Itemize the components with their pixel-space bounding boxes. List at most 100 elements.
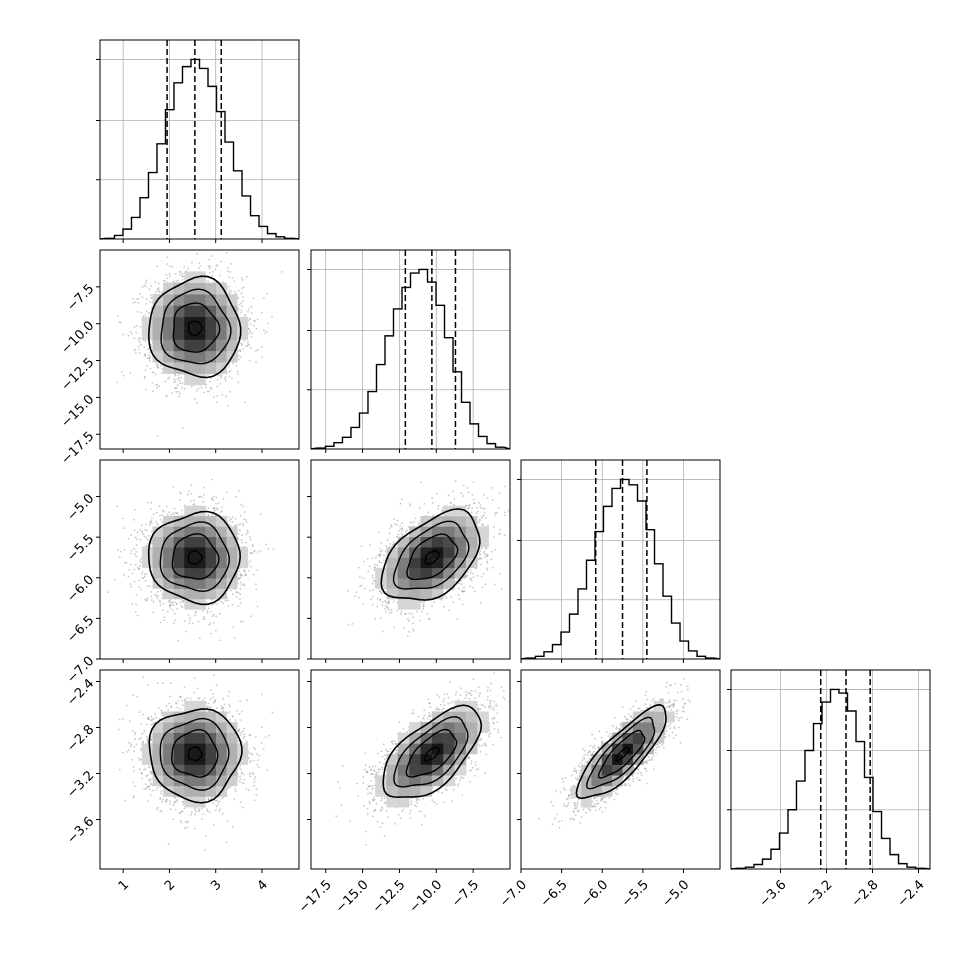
sample-point xyxy=(168,272,171,275)
sample-point xyxy=(237,314,240,316)
sample-point xyxy=(216,378,219,381)
sample-point xyxy=(228,289,231,292)
sample-point xyxy=(201,496,203,499)
sample-point xyxy=(226,491,229,494)
density-cell xyxy=(152,305,164,318)
sample-point xyxy=(181,606,184,609)
sample-point xyxy=(138,567,141,570)
sample-point xyxy=(157,595,160,597)
sample-point xyxy=(154,593,156,596)
sample-point xyxy=(176,607,179,610)
sample-point xyxy=(150,501,153,504)
sample-point xyxy=(151,381,154,384)
hist-panel-3 xyxy=(517,459,721,663)
sample-point xyxy=(199,495,202,498)
sample-point xyxy=(245,521,248,524)
sample-point xyxy=(162,279,165,282)
sample-point xyxy=(140,343,142,346)
sample-point xyxy=(231,516,234,518)
sample-point xyxy=(230,290,233,292)
sample-point xyxy=(151,599,153,602)
sample-point xyxy=(148,311,151,314)
density-cell xyxy=(163,328,174,340)
sample-point xyxy=(208,390,211,393)
sample-point xyxy=(181,601,184,603)
sample-point xyxy=(240,581,242,584)
sample-point xyxy=(246,345,249,348)
density-cell xyxy=(152,316,164,329)
sample-point xyxy=(239,350,242,353)
density-cell xyxy=(194,294,206,306)
sample-point xyxy=(215,502,218,505)
density-cell xyxy=(173,305,185,318)
density-cell xyxy=(184,350,196,363)
sample-point xyxy=(252,545,254,547)
sample-point xyxy=(220,375,223,377)
sample-point xyxy=(120,550,122,553)
sample-point xyxy=(146,502,149,504)
sample-point xyxy=(121,333,124,336)
density-cell xyxy=(194,316,206,329)
sample-point xyxy=(113,578,116,581)
sample-point xyxy=(138,586,140,589)
sample-point xyxy=(97,315,99,317)
sample-point xyxy=(221,510,223,513)
density-cell xyxy=(237,328,249,340)
sample-point xyxy=(166,263,169,265)
pair-panel-2-1 xyxy=(96,249,300,453)
sample-point xyxy=(129,372,132,374)
sample-point xyxy=(247,340,249,343)
sample-point xyxy=(214,268,217,271)
sample-point xyxy=(118,556,121,559)
sample-point xyxy=(239,593,242,596)
sample-point xyxy=(137,566,139,569)
sample-point xyxy=(225,252,228,254)
sample-point xyxy=(239,587,242,590)
sample-point xyxy=(165,394,168,397)
sample-point xyxy=(130,563,132,566)
sample-point xyxy=(250,615,253,618)
sample-point xyxy=(239,356,242,358)
sample-point xyxy=(168,604,171,607)
sample-point xyxy=(256,318,259,321)
sample-point xyxy=(224,379,227,382)
sample-point xyxy=(230,263,233,265)
sample-point xyxy=(143,354,146,357)
sample-point xyxy=(215,507,218,509)
sample-point xyxy=(116,381,119,384)
sample-point xyxy=(146,357,149,360)
sample-point xyxy=(180,509,183,512)
pair-panel-3-1 xyxy=(96,459,300,663)
density-cell xyxy=(163,305,174,318)
sample-point xyxy=(208,373,210,376)
sample-point xyxy=(146,538,149,541)
sample-point xyxy=(173,378,176,381)
sample-point xyxy=(173,612,176,615)
sample-point xyxy=(241,287,244,290)
sample-point xyxy=(243,339,246,342)
hist-panel-4 xyxy=(727,669,931,873)
sample-point xyxy=(150,507,152,510)
sample-point xyxy=(244,511,246,513)
sample-point xyxy=(175,387,178,389)
sample-point xyxy=(175,390,178,393)
sample-point xyxy=(169,513,172,516)
sample-point xyxy=(156,590,159,593)
sample-point xyxy=(144,598,147,600)
sample-point xyxy=(240,292,243,295)
sample-point xyxy=(211,513,214,516)
sample-point xyxy=(146,310,148,313)
sample-point xyxy=(139,341,142,344)
sample-point xyxy=(203,615,206,618)
sample-point xyxy=(217,502,220,504)
sample-point xyxy=(178,377,181,379)
sample-point xyxy=(145,279,148,282)
sample-point xyxy=(158,505,161,508)
sample-point xyxy=(156,364,159,366)
sample-point xyxy=(210,632,213,635)
sample-point xyxy=(190,500,192,502)
sample-point xyxy=(140,572,143,575)
sample-point xyxy=(152,611,154,614)
sample-point xyxy=(220,600,223,603)
